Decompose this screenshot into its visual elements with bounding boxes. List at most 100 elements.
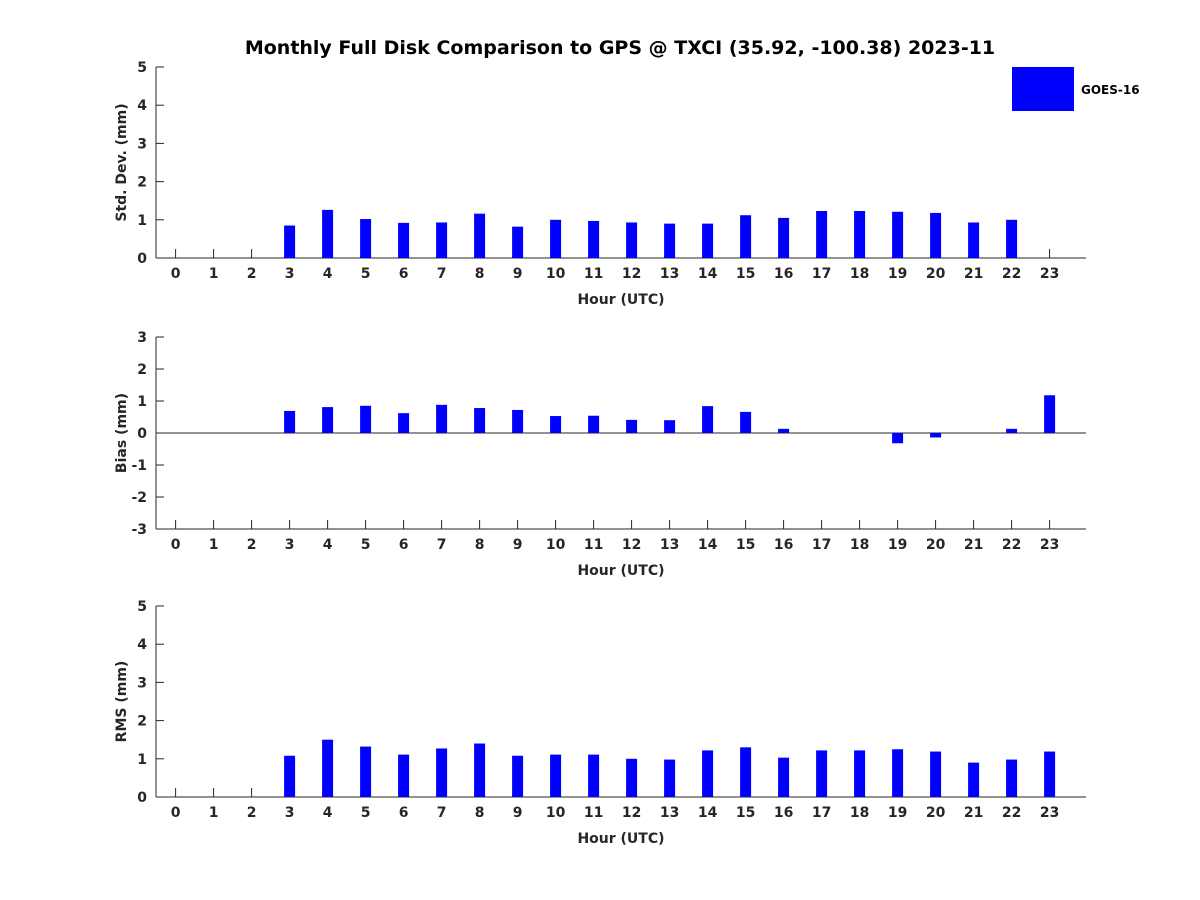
x-tick-label: 17 bbox=[812, 537, 831, 553]
x-tick-label: 21 bbox=[964, 537, 983, 553]
x-tick-label: 21 bbox=[964, 266, 983, 282]
x-tick-label: 12 bbox=[622, 805, 641, 821]
x-tick-label: 5 bbox=[361, 266, 371, 282]
y-tick-label: 3 bbox=[137, 330, 147, 346]
bar-hour-10 bbox=[550, 219, 562, 258]
bar-hour-23 bbox=[1044, 395, 1056, 433]
bar-hour-5 bbox=[360, 746, 372, 797]
x-tick-label: 19 bbox=[888, 805, 907, 821]
x-tick-label: 23 bbox=[1040, 537, 1059, 553]
x-tick-label: 22 bbox=[1002, 805, 1021, 821]
x-tick-label: 14 bbox=[698, 805, 718, 821]
x-tick-label: 4 bbox=[323, 805, 333, 821]
x-tick-label: 0 bbox=[171, 537, 181, 553]
bar-hour-15 bbox=[740, 411, 752, 433]
y-tick-label: -3 bbox=[131, 522, 147, 538]
bar-hour-8 bbox=[474, 743, 486, 797]
x-tick-label: 13 bbox=[660, 805, 679, 821]
x-tick-label: 0 bbox=[171, 805, 181, 821]
x-tick-label: 12 bbox=[622, 537, 641, 553]
x-tick-label: 9 bbox=[513, 805, 523, 821]
x-tick-label: 11 bbox=[584, 537, 603, 553]
bar-hour-14 bbox=[702, 750, 714, 797]
bar-hour-13 bbox=[664, 420, 676, 433]
x-tick-label: 0 bbox=[171, 266, 181, 282]
y-tick-label: 5 bbox=[137, 60, 147, 76]
y-tick-label: 0 bbox=[137, 790, 147, 806]
x-tick-label: 16 bbox=[774, 266, 793, 282]
x-tick-label: 7 bbox=[437, 537, 447, 553]
x-tick-label: 6 bbox=[399, 805, 409, 821]
x-tick-label: 6 bbox=[399, 266, 409, 282]
x-tick-label: 5 bbox=[361, 537, 371, 553]
y-tick-label: 2 bbox=[137, 362, 147, 378]
x-tick-label: 10 bbox=[546, 266, 566, 282]
bar-hour-11 bbox=[588, 415, 600, 433]
x-tick-label: 22 bbox=[1002, 266, 1021, 282]
bar-hour-18 bbox=[854, 750, 866, 797]
y-tick-label: 5 bbox=[137, 599, 147, 615]
bar-hour-19 bbox=[892, 749, 904, 797]
x-tick-label: 14 bbox=[698, 266, 718, 282]
y-axis-label: Std. Dev. (mm) bbox=[114, 103, 130, 221]
bar-hour-16 bbox=[778, 428, 790, 433]
x-tick-label: 13 bbox=[660, 537, 679, 553]
x-axis-label: Hour (UTC) bbox=[577, 292, 664, 308]
x-tick-label: 19 bbox=[888, 537, 907, 553]
x-tick-label: 20 bbox=[926, 266, 946, 282]
bar-hour-7 bbox=[436, 748, 448, 797]
x-tick-label: 17 bbox=[812, 805, 831, 821]
bar-hour-8 bbox=[474, 408, 486, 433]
bar-hour-11 bbox=[588, 220, 600, 258]
bar-hour-15 bbox=[740, 215, 752, 258]
x-tick-label: 18 bbox=[850, 537, 869, 553]
bar-hour-17 bbox=[816, 750, 828, 797]
x-tick-label: 3 bbox=[285, 805, 295, 821]
x-tick-label: 13 bbox=[660, 266, 679, 282]
x-axis-label: Hour (UTC) bbox=[577, 831, 664, 847]
y-tick-label: 1 bbox=[137, 213, 147, 229]
bar-hour-21 bbox=[968, 222, 980, 258]
legend-swatch-goes-16 bbox=[1012, 67, 1074, 111]
x-tick-label: 23 bbox=[1040, 266, 1059, 282]
bar-hour-6 bbox=[398, 754, 410, 797]
bar-hour-20 bbox=[930, 751, 942, 797]
bar-hour-6 bbox=[398, 413, 410, 433]
x-tick-label: 19 bbox=[888, 266, 907, 282]
x-tick-label: 10 bbox=[546, 805, 566, 821]
bar-hour-16 bbox=[778, 217, 790, 258]
bar-hour-16 bbox=[778, 757, 790, 797]
bar-hour-3 bbox=[284, 755, 296, 797]
x-tick-label: 18 bbox=[850, 266, 869, 282]
y-tick-label: 1 bbox=[137, 394, 147, 410]
bar-hour-9 bbox=[512, 755, 524, 797]
x-tick-label: 2 bbox=[247, 537, 257, 553]
x-tick-label: 10 bbox=[546, 537, 566, 553]
bar-hour-12 bbox=[626, 419, 638, 433]
x-tick-label: 20 bbox=[926, 805, 946, 821]
y-axis-label: RMS (mm) bbox=[114, 661, 130, 743]
bar-hour-3 bbox=[284, 225, 296, 258]
bar-hour-7 bbox=[436, 222, 448, 258]
x-tick-label: 18 bbox=[850, 805, 869, 821]
x-tick-label: 11 bbox=[584, 805, 603, 821]
y-tick-label: 2 bbox=[137, 175, 147, 191]
bar-hour-21 bbox=[968, 762, 980, 797]
legend: GOES-16 bbox=[1012, 67, 1140, 111]
x-tick-label: 4 bbox=[323, 266, 333, 282]
bar-hour-13 bbox=[664, 223, 676, 258]
bar-hour-4 bbox=[322, 407, 334, 433]
x-tick-label: 2 bbox=[247, 266, 257, 282]
y-tick-label: 0 bbox=[137, 251, 147, 267]
y-tick-label: -2 bbox=[131, 490, 147, 506]
bar-hour-20 bbox=[930, 212, 942, 258]
y-tick-label: 0 bbox=[137, 426, 147, 442]
bar-hour-4 bbox=[322, 739, 334, 797]
x-tick-label: 1 bbox=[209, 266, 219, 282]
x-tick-label: 21 bbox=[964, 805, 983, 821]
